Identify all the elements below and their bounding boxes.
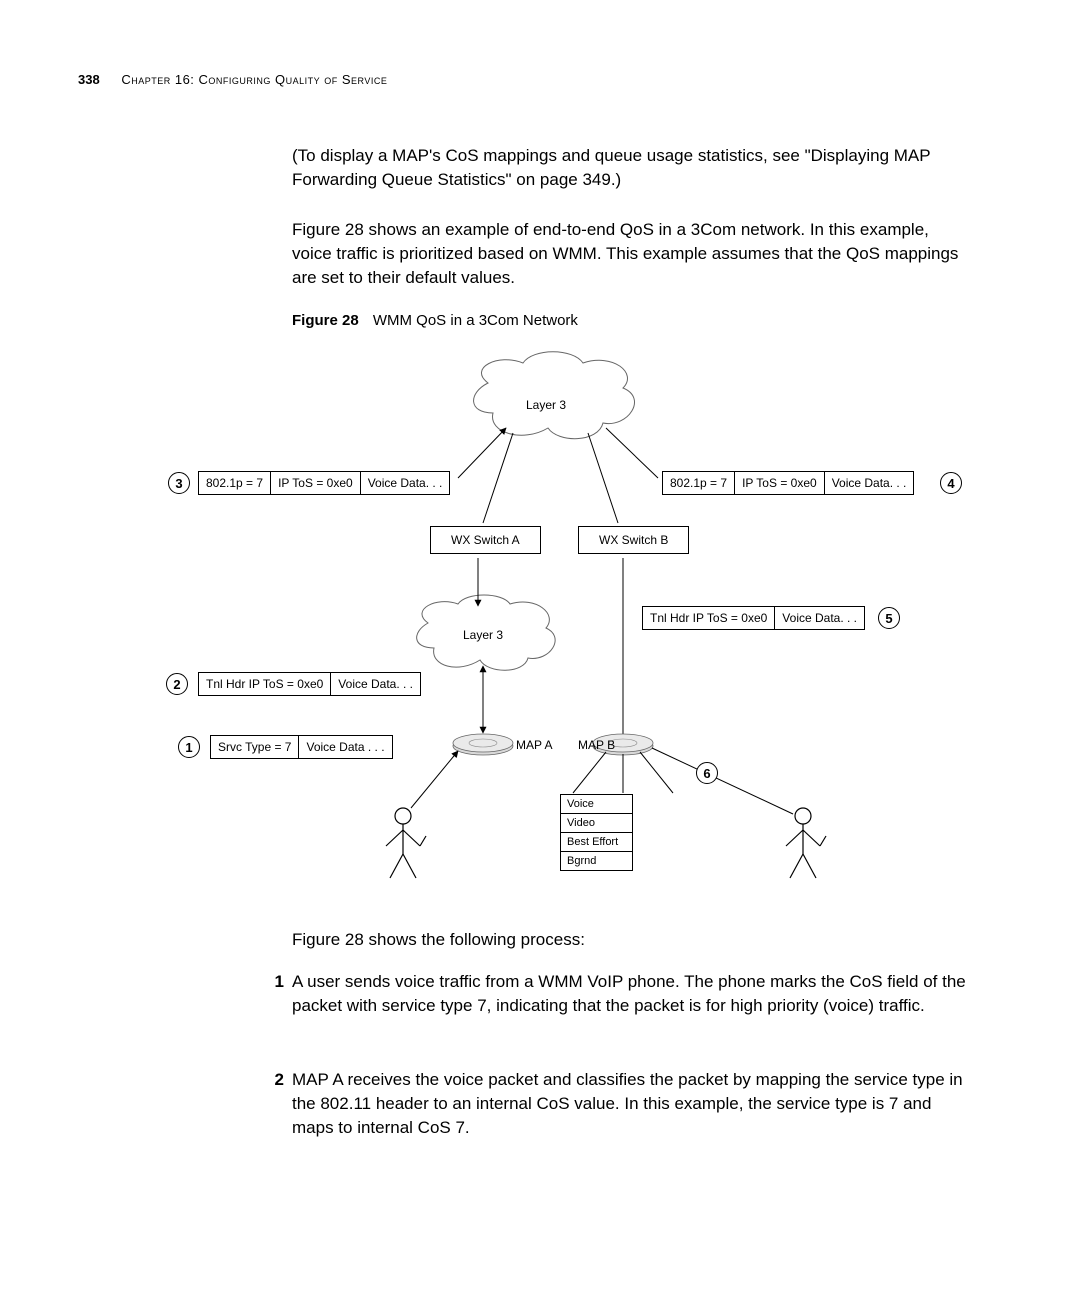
cloud-top — [474, 352, 635, 439]
page-header: 338 Chapter 16: Configuring Quality of S… — [78, 72, 387, 87]
intro-paragraph-figure: Figure 28 shows an example of end-to-end… — [292, 218, 972, 289]
list-item-2-text: MAP A receives the voice packet and clas… — [292, 1068, 972, 1139]
packet-3-cell-3: Voice Data. . . — [361, 472, 450, 494]
packet-4-cell-2: IP ToS = 0xe0 — [735, 472, 825, 494]
packet-2-cell-1: Tnl Hdr IP ToS = 0xe0 — [199, 673, 331, 695]
packet-2: Tnl Hdr IP ToS = 0xe0 Voice Data. . . — [198, 672, 421, 696]
cloud-bottom-label: Layer 3 — [463, 628, 503, 642]
queue-stack: Voice Video Best Effort Bgrnd — [560, 794, 633, 871]
packet-1-cell-2: Voice Data . . . — [299, 736, 391, 758]
list-item-1: 1 A user sends voice traffic from a WMM … — [258, 970, 972, 1018]
packet-1: Srvc Type = 7 Voice Data . . . — [210, 735, 393, 759]
packet-3-cell-2: IP ToS = 0xe0 — [271, 472, 361, 494]
packet-1-cell-1: Srvc Type = 7 — [211, 736, 299, 758]
step-1-marker: 1 — [178, 736, 200, 758]
packet-2-cell-2: Voice Data. . . — [331, 673, 420, 695]
list-item-1-text: A user sends voice traffic from a WMM Vo… — [292, 970, 972, 1018]
figure-label: Figure 28 — [292, 312, 359, 329]
step-5-marker: 5 — [878, 607, 900, 629]
page-number: 338 — [78, 72, 100, 87]
list-item-2: 2 MAP A receives the voice packet and cl… — [258, 1068, 972, 1139]
wx-switch-a: WX Switch A — [430, 526, 541, 554]
queue-voice: Voice — [560, 794, 633, 813]
queue-best-effort: Best Effort — [560, 832, 633, 851]
cloud-top-label: Layer 3 — [526, 398, 566, 412]
step-2-marker: 2 — [166, 673, 188, 695]
step-3-marker: 3 — [168, 472, 190, 494]
packet-5: Tnl Hdr IP ToS = 0xe0 Voice Data. . . — [642, 606, 865, 630]
packet-4: 802.1p = 7 IP ToS = 0xe0 Voice Data. . . — [662, 471, 914, 495]
chapter-title: Chapter 16: Configuring Quality of Servi… — [121, 72, 387, 87]
queue-background: Bgrnd — [560, 851, 633, 871]
queue-video: Video — [560, 813, 633, 832]
packet-5-cell-2: Voice Data. . . — [775, 607, 864, 629]
step-4-marker: 4 — [940, 472, 962, 494]
packet-5-cell-1: Tnl Hdr IP ToS = 0xe0 — [643, 607, 775, 629]
user-right-icon — [786, 808, 826, 878]
step-6-marker: 6 — [696, 762, 718, 784]
figure-caption-text: WMM QoS in a 3Com Network — [373, 312, 578, 329]
wx-switch-b: WX Switch B — [578, 526, 689, 554]
packet-3: 802.1p = 7 IP ToS = 0xe0 Voice Data. . . — [198, 471, 450, 495]
network-diagram: Layer 3 Layer 3 WX Switch A WX Switch B … — [158, 348, 970, 908]
list-item-2-number: 2 — [258, 1068, 284, 1092]
list-item-1-number: 1 — [258, 970, 284, 994]
map-b-label: MAP B — [578, 738, 615, 752]
packet-4-cell-1: 802.1p = 7 — [663, 472, 735, 494]
user-left-icon — [386, 808, 426, 878]
map-a-label: MAP A — [516, 738, 552, 752]
process-intro: Figure 28 shows the following process: — [292, 928, 972, 952]
intro-paragraph-reference: (To display a MAP's CoS mappings and que… — [292, 144, 972, 192]
packet-4-cell-3: Voice Data. . . — [825, 472, 914, 494]
figure-caption: Figure 28 WMM QoS in a 3Com Network — [292, 310, 972, 331]
packet-3-cell-1: 802.1p = 7 — [199, 472, 271, 494]
